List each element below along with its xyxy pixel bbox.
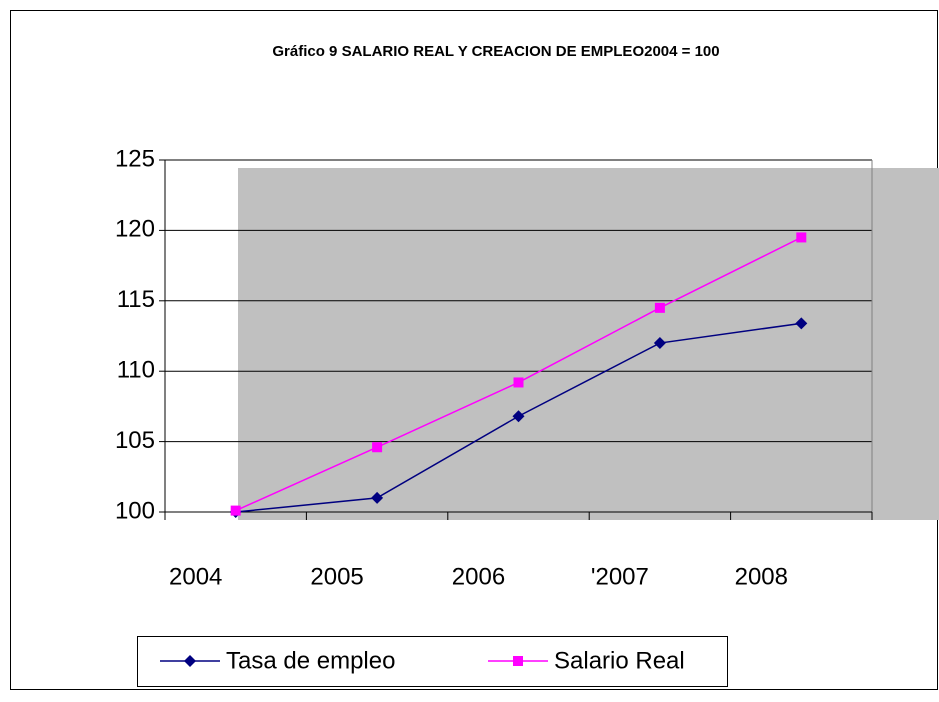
y-tick-label: 125 [115, 145, 155, 172]
data-point [513, 377, 524, 388]
x-tick-label: 2005 [310, 563, 363, 590]
x-tick-label: 2008 [735, 563, 788, 590]
data-point [230, 505, 241, 516]
data-point [372, 442, 383, 453]
legend-label: Salario Real [554, 647, 685, 674]
data-point [653, 337, 666, 350]
y-tick-label: 110 [117, 357, 155, 384]
y-tick-label: 120 [115, 216, 155, 243]
legend [137, 636, 728, 687]
chart-title: Gráfico 9 SALARIO REAL Y CREACION DE EMP… [272, 43, 719, 60]
data-point [654, 302, 665, 313]
data-point [371, 491, 384, 504]
legend-marker [184, 655, 196, 667]
plot-background [238, 168, 939, 520]
y-tick-label: 100 [115, 497, 155, 524]
x-tick-label: 2006 [452, 563, 505, 590]
x-tick-label: '2007 [591, 563, 649, 590]
legend-label: Tasa de empleo [226, 647, 395, 674]
data-point [512, 410, 525, 423]
data-point [795, 317, 808, 330]
y-tick-label: 105 [115, 427, 155, 454]
legend-marker [513, 656, 523, 666]
x-tick-label: 2004 [169, 563, 222, 590]
y-tick-label: 115 [117, 286, 155, 313]
data-point [796, 232, 807, 243]
